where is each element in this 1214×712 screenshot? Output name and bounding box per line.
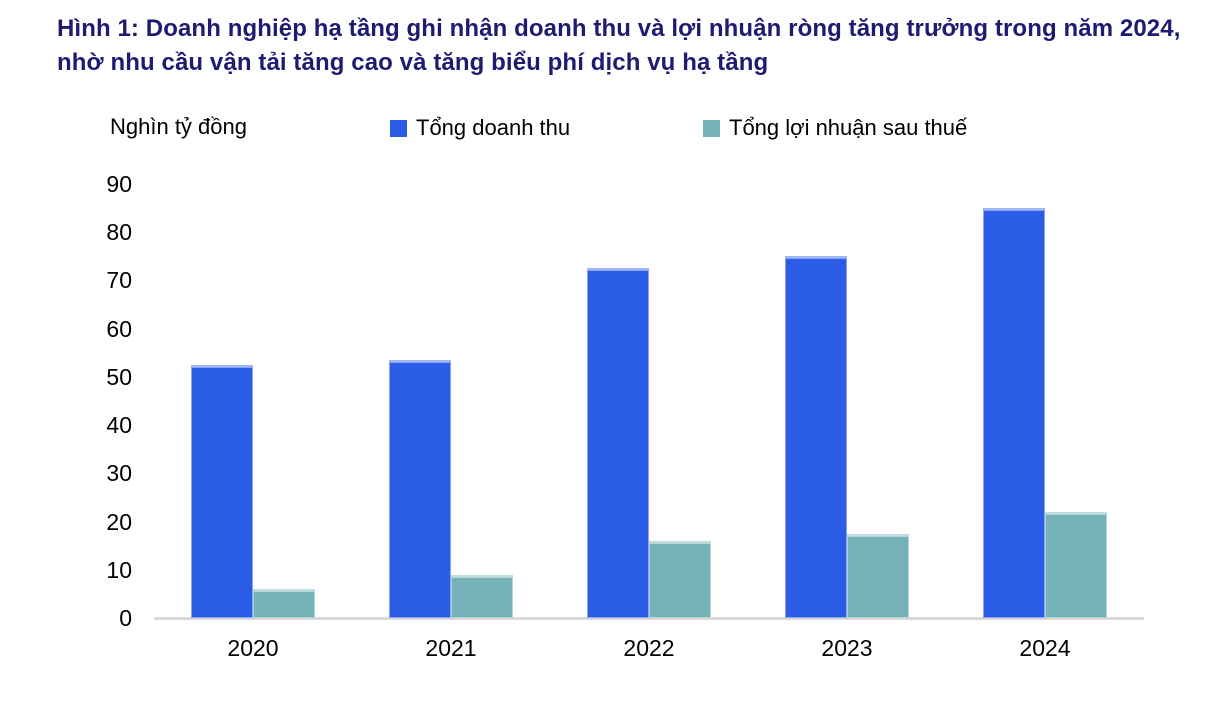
bar-revenue-2020 [191, 364, 253, 618]
bar-profit-2023 [847, 533, 909, 618]
bar-revenue-2023 [785, 256, 847, 618]
x-tick-label-2024: 2024 [1019, 635, 1071, 661]
y-tick-label-70: 70 [106, 267, 132, 294]
x-tick-label-2022: 2022 [623, 635, 675, 661]
bar-revenue-2024 [983, 208, 1045, 618]
bar-profit-2024 [1045, 511, 1107, 618]
y-tick-label-80: 80 [106, 219, 132, 246]
bar-profit-2022 [649, 540, 711, 618]
y-tick-label-50: 50 [106, 363, 132, 390]
figure-title: Hình 1: Doanh nghiệp hạ tầng ghi nhận do… [57, 15, 1181, 76]
bar-profit-2020 [253, 589, 315, 618]
y-tick-label-0: 0 [119, 605, 132, 631]
legend-item-profit: Tổng lợi nhuận sau thuế [703, 115, 967, 141]
x-tick-label-2023: 2023 [821, 635, 873, 661]
y-tick-label-40: 40 [106, 412, 132, 439]
x-tick-label-2020: 2020 [227, 635, 279, 661]
y-tick-label-60: 60 [106, 315, 132, 342]
legend-item-revenue: Tổng doanh thu [390, 115, 570, 141]
bar-revenue-2022 [587, 268, 649, 618]
bar-profit-2021 [451, 574, 513, 618]
y-axis-unit-label: Nghìn tỷ đồng [110, 114, 247, 139]
revenue-legend-label: Tổng doanh thu [416, 115, 571, 140]
y-tick-label-20: 20 [106, 508, 132, 535]
y-tick-label-90: 90 [106, 171, 132, 197]
plot-area [154, 184, 1144, 620]
y-tick-label-30: 30 [106, 460, 132, 487]
y-tick-label-10: 10 [106, 556, 132, 583]
x-tick-label-2021: 2021 [425, 635, 477, 661]
bar-revenue-2021 [389, 360, 451, 618]
x-axis-line [154, 617, 1144, 620]
revenue-legend-swatch-icon [390, 119, 407, 137]
profit-legend-swatch-icon [703, 119, 720, 137]
profit-legend-label: Tổng lợi nhuận sau thuế [729, 115, 968, 140]
